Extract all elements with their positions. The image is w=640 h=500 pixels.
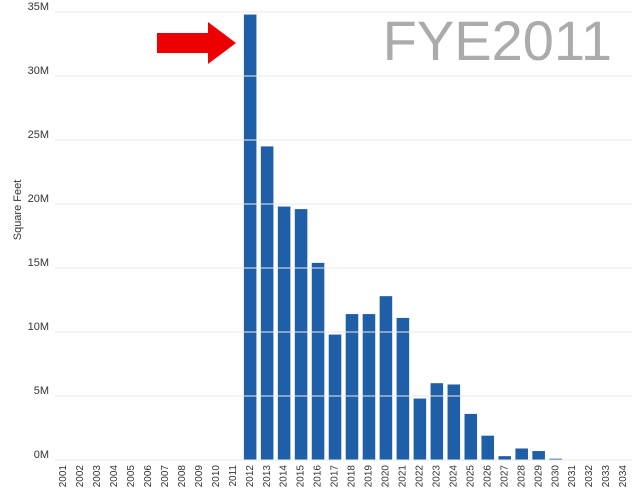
- y-tick-label: 5M: [34, 385, 49, 397]
- bar: [549, 458, 562, 460]
- x-tick-label: 2015: [296, 465, 307, 488]
- x-tick-label: 2027: [499, 465, 510, 488]
- x-tick-label: 2032: [584, 465, 595, 488]
- x-tick-label: 2034: [618, 465, 629, 488]
- x-tick-label: 2001: [58, 465, 69, 488]
- y-tick-label: 30M: [28, 65, 49, 77]
- bar: [447, 384, 461, 460]
- x-tick-label: 2022: [415, 465, 426, 488]
- x-tick-label: 2033: [601, 465, 612, 488]
- y-axis-label: Square Feet: [12, 180, 24, 241]
- bar: [243, 14, 257, 461]
- x-tick-label: 2016: [313, 465, 324, 488]
- x-tick-label: 2017: [330, 465, 341, 488]
- x-tick-label: 2019: [364, 465, 375, 488]
- x-tick-label: 2004: [109, 465, 120, 488]
- bar: [396, 317, 410, 460]
- x-tick-label: 2002: [75, 465, 86, 488]
- bar: [464, 413, 478, 460]
- x-tick-label: 2003: [92, 465, 103, 488]
- bar: [260, 146, 274, 460]
- bar: [345, 314, 359, 460]
- x-tick-label: 2028: [516, 465, 527, 488]
- bar: [481, 435, 495, 460]
- annotation: FYE2011: [383, 9, 612, 72]
- bar: [515, 448, 528, 460]
- bar: [362, 314, 376, 460]
- bar: [328, 334, 342, 460]
- bar: [498, 456, 511, 460]
- x-tick-label: 2006: [143, 465, 154, 488]
- x-tick-label: 2005: [126, 465, 137, 488]
- x-tick-label: 2007: [160, 465, 171, 488]
- bar: [413, 398, 427, 460]
- x-tick-label: 2025: [465, 465, 476, 488]
- y-tick-label: 10M: [28, 321, 49, 333]
- x-tick-label: 2030: [550, 465, 561, 488]
- bar: [379, 296, 393, 460]
- x-tick-label: 2021: [398, 465, 409, 488]
- x-tick-label: 2014: [279, 465, 290, 488]
- bar: [277, 206, 291, 460]
- x-tick-label: 2020: [381, 465, 392, 488]
- x-tick-label: 2029: [533, 465, 544, 488]
- y-tick-label: 15M: [28, 257, 49, 269]
- bar: [311, 262, 325, 460]
- x-tick-label: 2031: [567, 465, 578, 488]
- y-tick-label: 25M: [28, 129, 49, 141]
- y-tick-label: 20M: [28, 193, 49, 205]
- x-tick-label: 2011: [228, 465, 239, 487]
- x-tick-label: 2009: [194, 465, 205, 488]
- y-tick-label: 35M: [28, 1, 49, 13]
- bar: [532, 451, 545, 460]
- x-tick-label: 2023: [431, 465, 442, 488]
- x-tick-label: 2008: [177, 465, 188, 488]
- x-tick-label: 2012: [245, 465, 256, 488]
- y-tick-label: 0M: [34, 449, 49, 461]
- x-tick-label: 2018: [347, 465, 358, 488]
- bar: [430, 383, 444, 460]
- x-tick-label: 2024: [448, 465, 459, 488]
- bar: [294, 209, 308, 460]
- x-tick-label: 2010: [211, 465, 222, 488]
- x-tick-label: 2026: [482, 465, 493, 488]
- x-tick-label: 2013: [262, 465, 273, 488]
- red-arrow: [157, 22, 236, 64]
